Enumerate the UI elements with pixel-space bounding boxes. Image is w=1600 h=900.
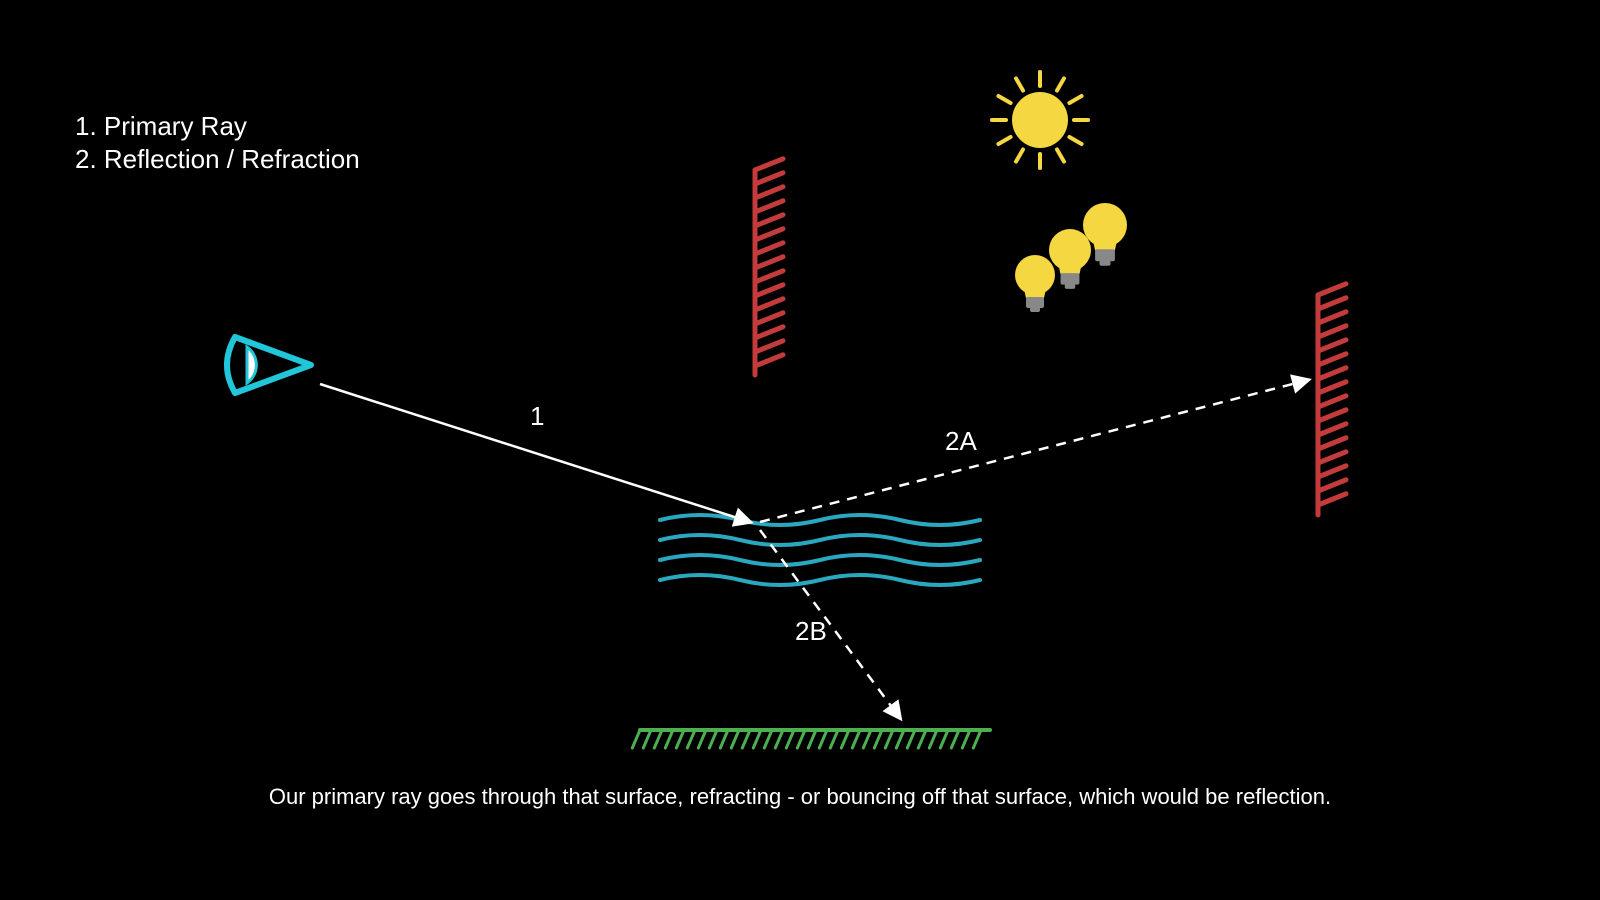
diagram-stage: 1 2A 2B xyxy=(0,0,1600,900)
subtitle-caption: Our primary ray goes through that surfac… xyxy=(0,784,1600,810)
floor-surface xyxy=(632,730,990,748)
label-refraction-ray: 2B xyxy=(795,616,827,646)
wall-top xyxy=(755,159,783,375)
rays xyxy=(320,380,1308,718)
eye-icon xyxy=(227,337,311,393)
wall-right xyxy=(1318,284,1346,515)
sun-icon xyxy=(992,72,1088,168)
lightbulbs xyxy=(1015,203,1127,312)
label-reflection-ray: 2A xyxy=(945,426,977,456)
water-surface xyxy=(660,515,980,585)
label-primary-ray: 1 xyxy=(530,401,544,431)
